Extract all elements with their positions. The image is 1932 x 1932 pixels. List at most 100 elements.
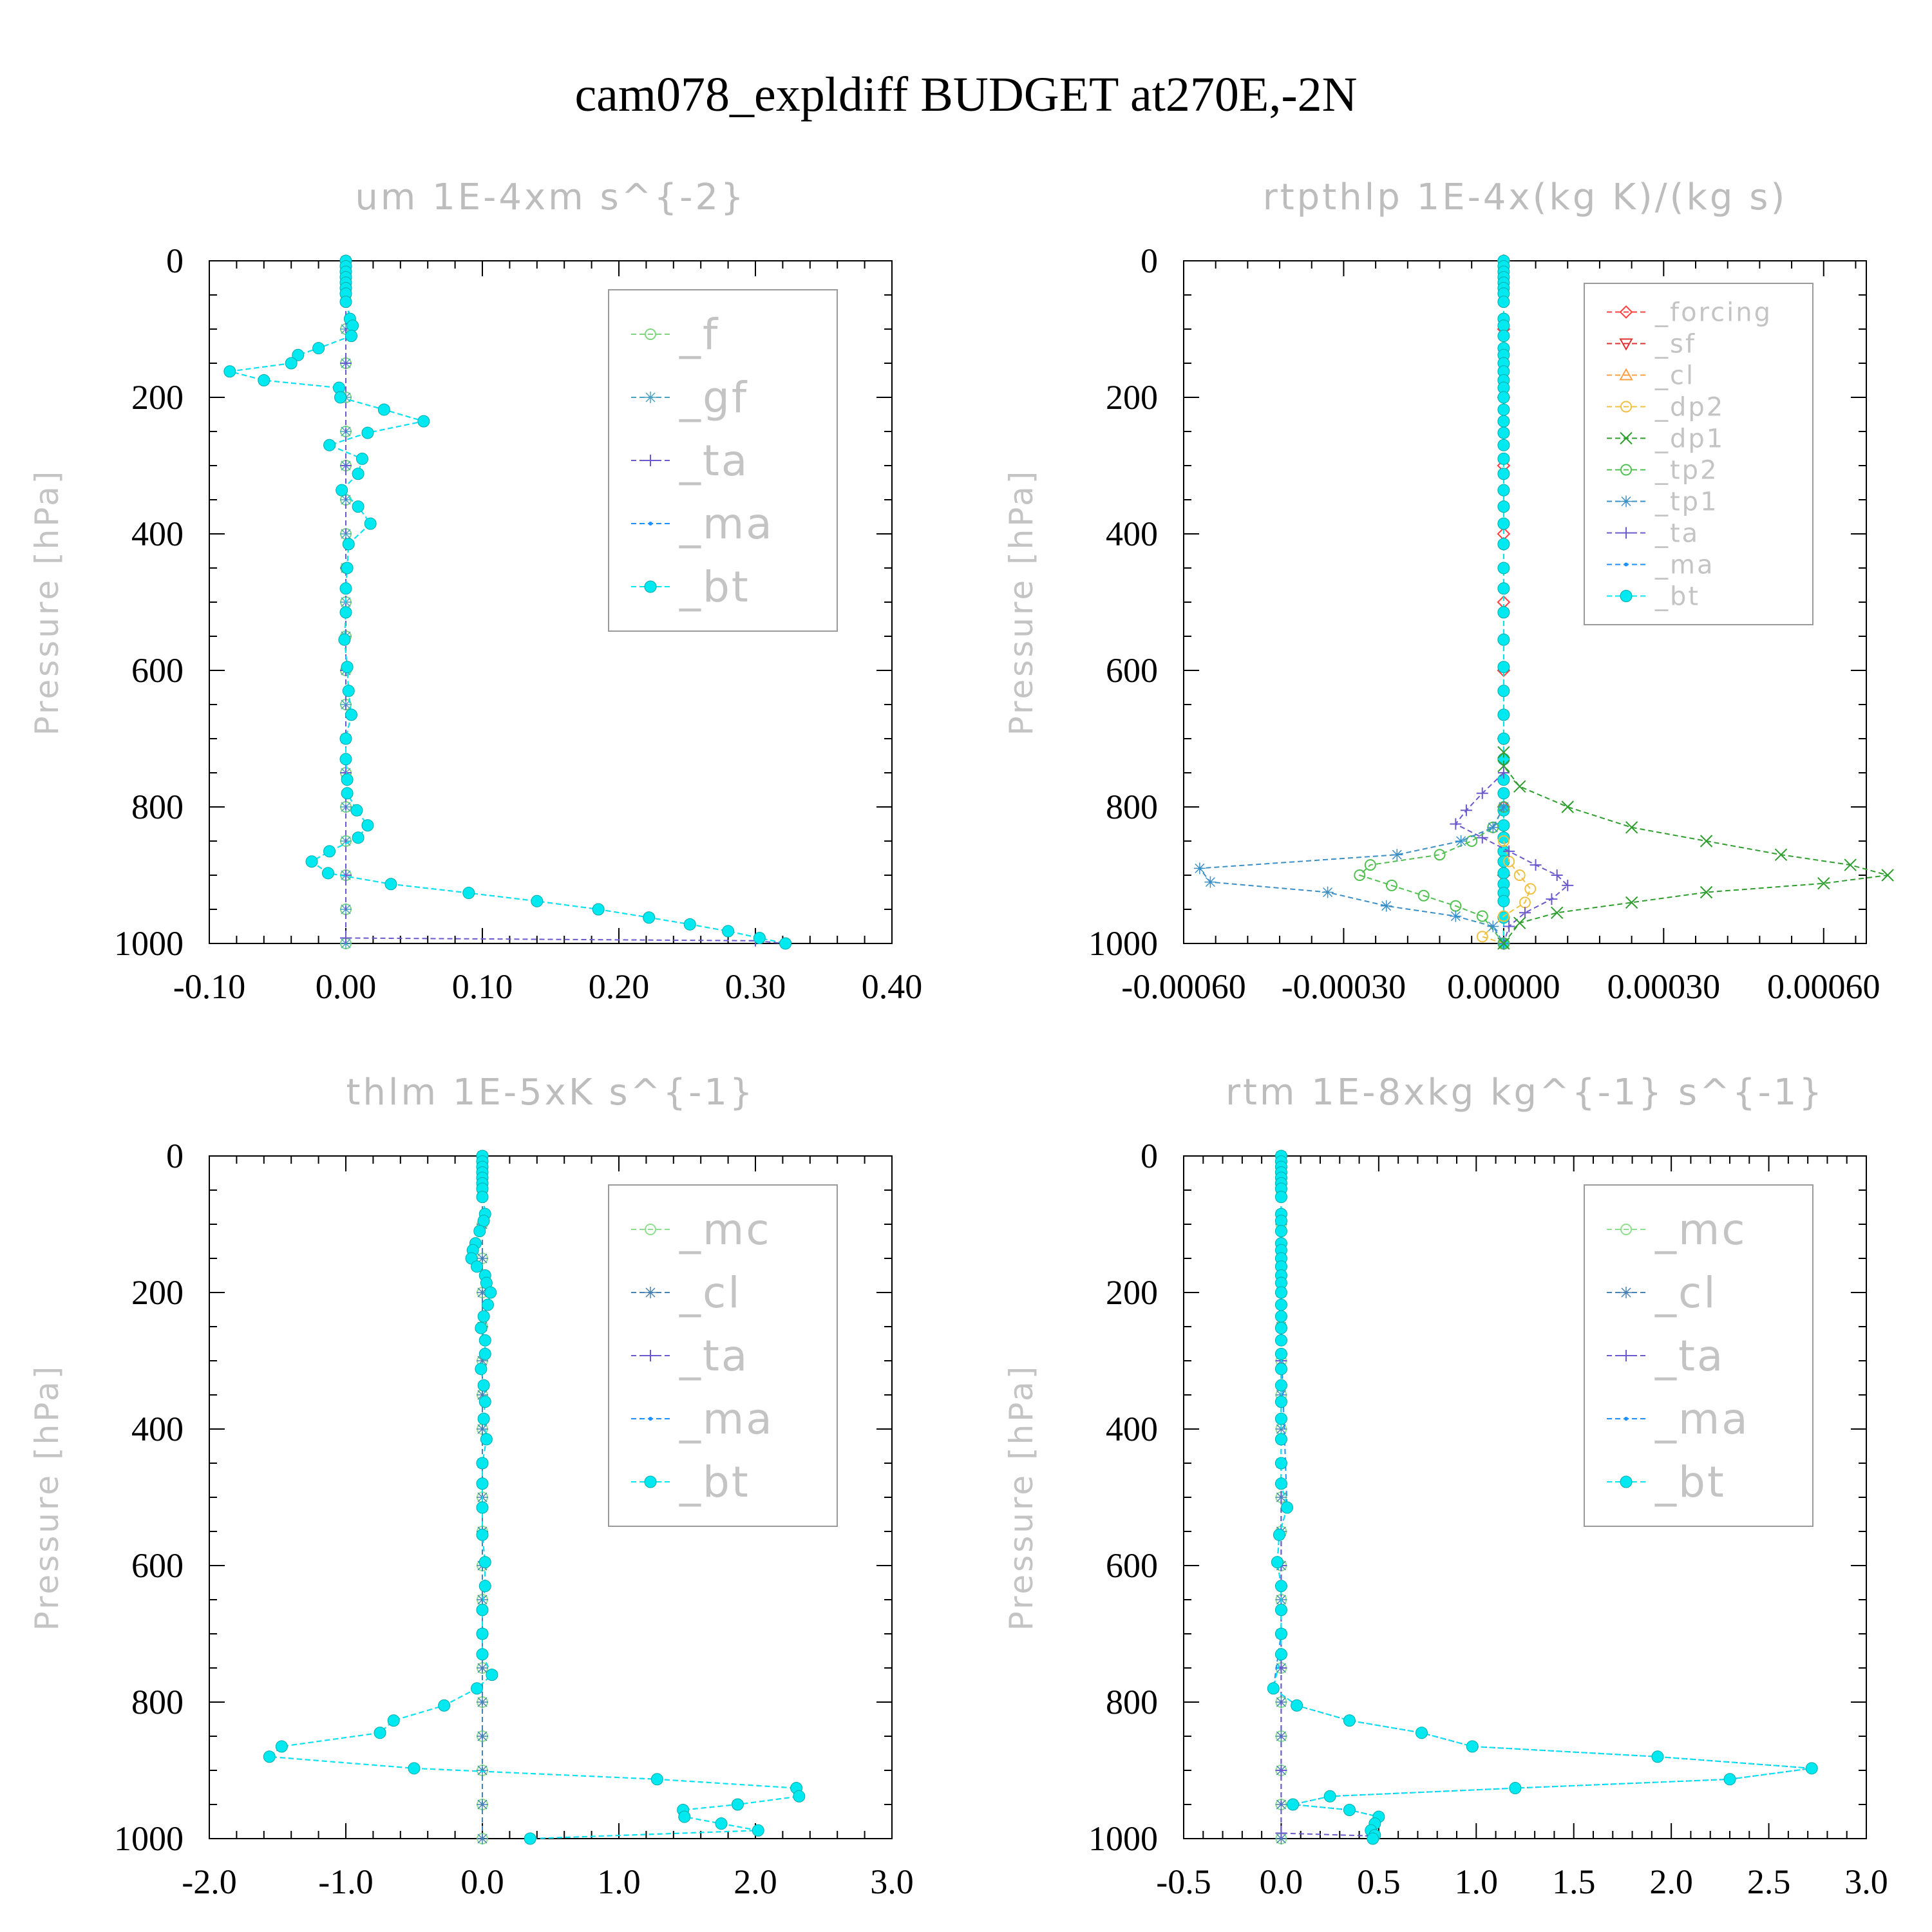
legend-marker: [1619, 338, 1633, 351]
data-point: [1513, 869, 1526, 881]
y-tick-label: 0: [166, 242, 184, 280]
y-tick-label: 0: [1141, 1137, 1158, 1175]
legend-marker: [645, 1350, 656, 1361]
data-point: [480, 1433, 493, 1446]
legend-box: [1584, 283, 1814, 625]
data-point: [1497, 468, 1510, 480]
y-tick-label: 800: [131, 1683, 184, 1721]
y-tick-label: 600: [1106, 651, 1158, 690]
chart-panel-3: thlm 1E-5xK s^{-1} Pressure [hPa] 0 200 400 6…: [28, 1072, 914, 1901]
data-point: [476, 1477, 489, 1490]
x-tick-label: 2.0: [1649, 1862, 1693, 1901]
legend-marker: [644, 580, 657, 593]
y-axis-label: Pressure [hPa]: [28, 1364, 66, 1631]
data-point: [1275, 1662, 1287, 1674]
legend-marker: [1620, 464, 1632, 476]
data-point: [1343, 1803, 1356, 1816]
data-point: [1275, 1827, 1287, 1839]
data-point: [477, 1765, 488, 1776]
legend-entry: _ma: [1654, 1394, 1750, 1444]
data-point: [1287, 1798, 1300, 1811]
data-point: [355, 452, 368, 465]
data-point: [1274, 1627, 1287, 1640]
data-point: [1497, 582, 1510, 595]
legend-marker: [1620, 495, 1632, 507]
x-tick-label: -2.0: [182, 1862, 236, 1901]
legend-entry: _cl: [1654, 1268, 1718, 1318]
data-point: [476, 1648, 489, 1661]
data-point: [1466, 1740, 1479, 1753]
legend-entry: _ma: [679, 499, 774, 549]
data-point: [473, 1225, 486, 1238]
data-point: [1503, 920, 1515, 933]
x-tick-label: 1.0: [1455, 1862, 1499, 1901]
data-point: [305, 855, 318, 868]
data-point: [1274, 1334, 1287, 1347]
data-point: [1509, 1782, 1522, 1795]
legend-marker: [649, 522, 652, 526]
data-point: [1274, 1310, 1287, 1323]
data-point: [1275, 1765, 1287, 1776]
data-point: [1625, 821, 1638, 834]
data-point: [1513, 780, 1526, 793]
data-point: [1497, 319, 1510, 332]
data-point: [478, 1347, 491, 1360]
y-tick-label: 200: [131, 378, 184, 417]
y-tick-label: 600: [1106, 1546, 1158, 1585]
data-point: [1497, 895, 1510, 907]
data-point: [1274, 1477, 1287, 1490]
data-point: [339, 582, 352, 595]
data-point: [339, 732, 352, 745]
x-tick-label: 0.10: [452, 967, 513, 1006]
data-point: [1476, 931, 1488, 943]
data-point: [384, 878, 397, 891]
legend-marker: [1620, 431, 1633, 445]
panel-subtitle: um 1E-4xm s^{-2}: [355, 176, 746, 218]
data-point: [1487, 920, 1499, 933]
data-point: [477, 1799, 488, 1810]
y-tick-label: 200: [1106, 1273, 1158, 1312]
series-bt: [223, 254, 792, 950]
data-point: [1275, 1492, 1287, 1503]
data-point: [1881, 869, 1894, 882]
data-point: [1274, 1580, 1287, 1593]
data-point: [364, 517, 377, 530]
data-point: [683, 918, 696, 931]
y-tick-label: 400: [1106, 1410, 1158, 1448]
legend-marker: [1620, 1350, 1632, 1361]
data-point: [1267, 1682, 1280, 1695]
y-tick-label: 1000: [1088, 924, 1158, 963]
data-point: [731, 1798, 744, 1811]
x-tick-label: 0.0: [460, 1862, 504, 1901]
x-tick-label: 0.30: [725, 967, 786, 1006]
legend-marker: [1620, 1224, 1632, 1235]
legend-entry: _bt: [1654, 582, 1700, 612]
legend-entry: _dp1: [1654, 424, 1725, 454]
legend-entry: _gf: [679, 373, 748, 422]
legend-marker: [1620, 1287, 1632, 1298]
data-point: [1455, 835, 1467, 847]
data-point: [1497, 330, 1510, 343]
data-point: [1274, 1379, 1287, 1392]
data-point: [1385, 879, 1397, 891]
x-tick-label: 0.40: [862, 967, 923, 1006]
data-point: [650, 1773, 663, 1786]
legend-entry: _ma: [679, 1394, 774, 1444]
series-bt: [263, 1150, 806, 1845]
series-line: [345, 261, 786, 944]
data-point: [779, 937, 792, 950]
y-tick-label: 800: [131, 788, 184, 826]
data-point: [1476, 910, 1488, 922]
legend-marker: [649, 1417, 652, 1421]
data-point: [345, 708, 357, 721]
data-point: [1844, 858, 1857, 871]
data-point: [352, 831, 365, 844]
data-point: [1561, 800, 1574, 813]
data-point: [340, 357, 352, 369]
data-point: [258, 374, 270, 386]
legend-entry: _ta: [679, 1331, 749, 1381]
data-point: [1700, 835, 1713, 848]
series-bt: [1497, 254, 1510, 950]
data-point: [339, 606, 352, 619]
